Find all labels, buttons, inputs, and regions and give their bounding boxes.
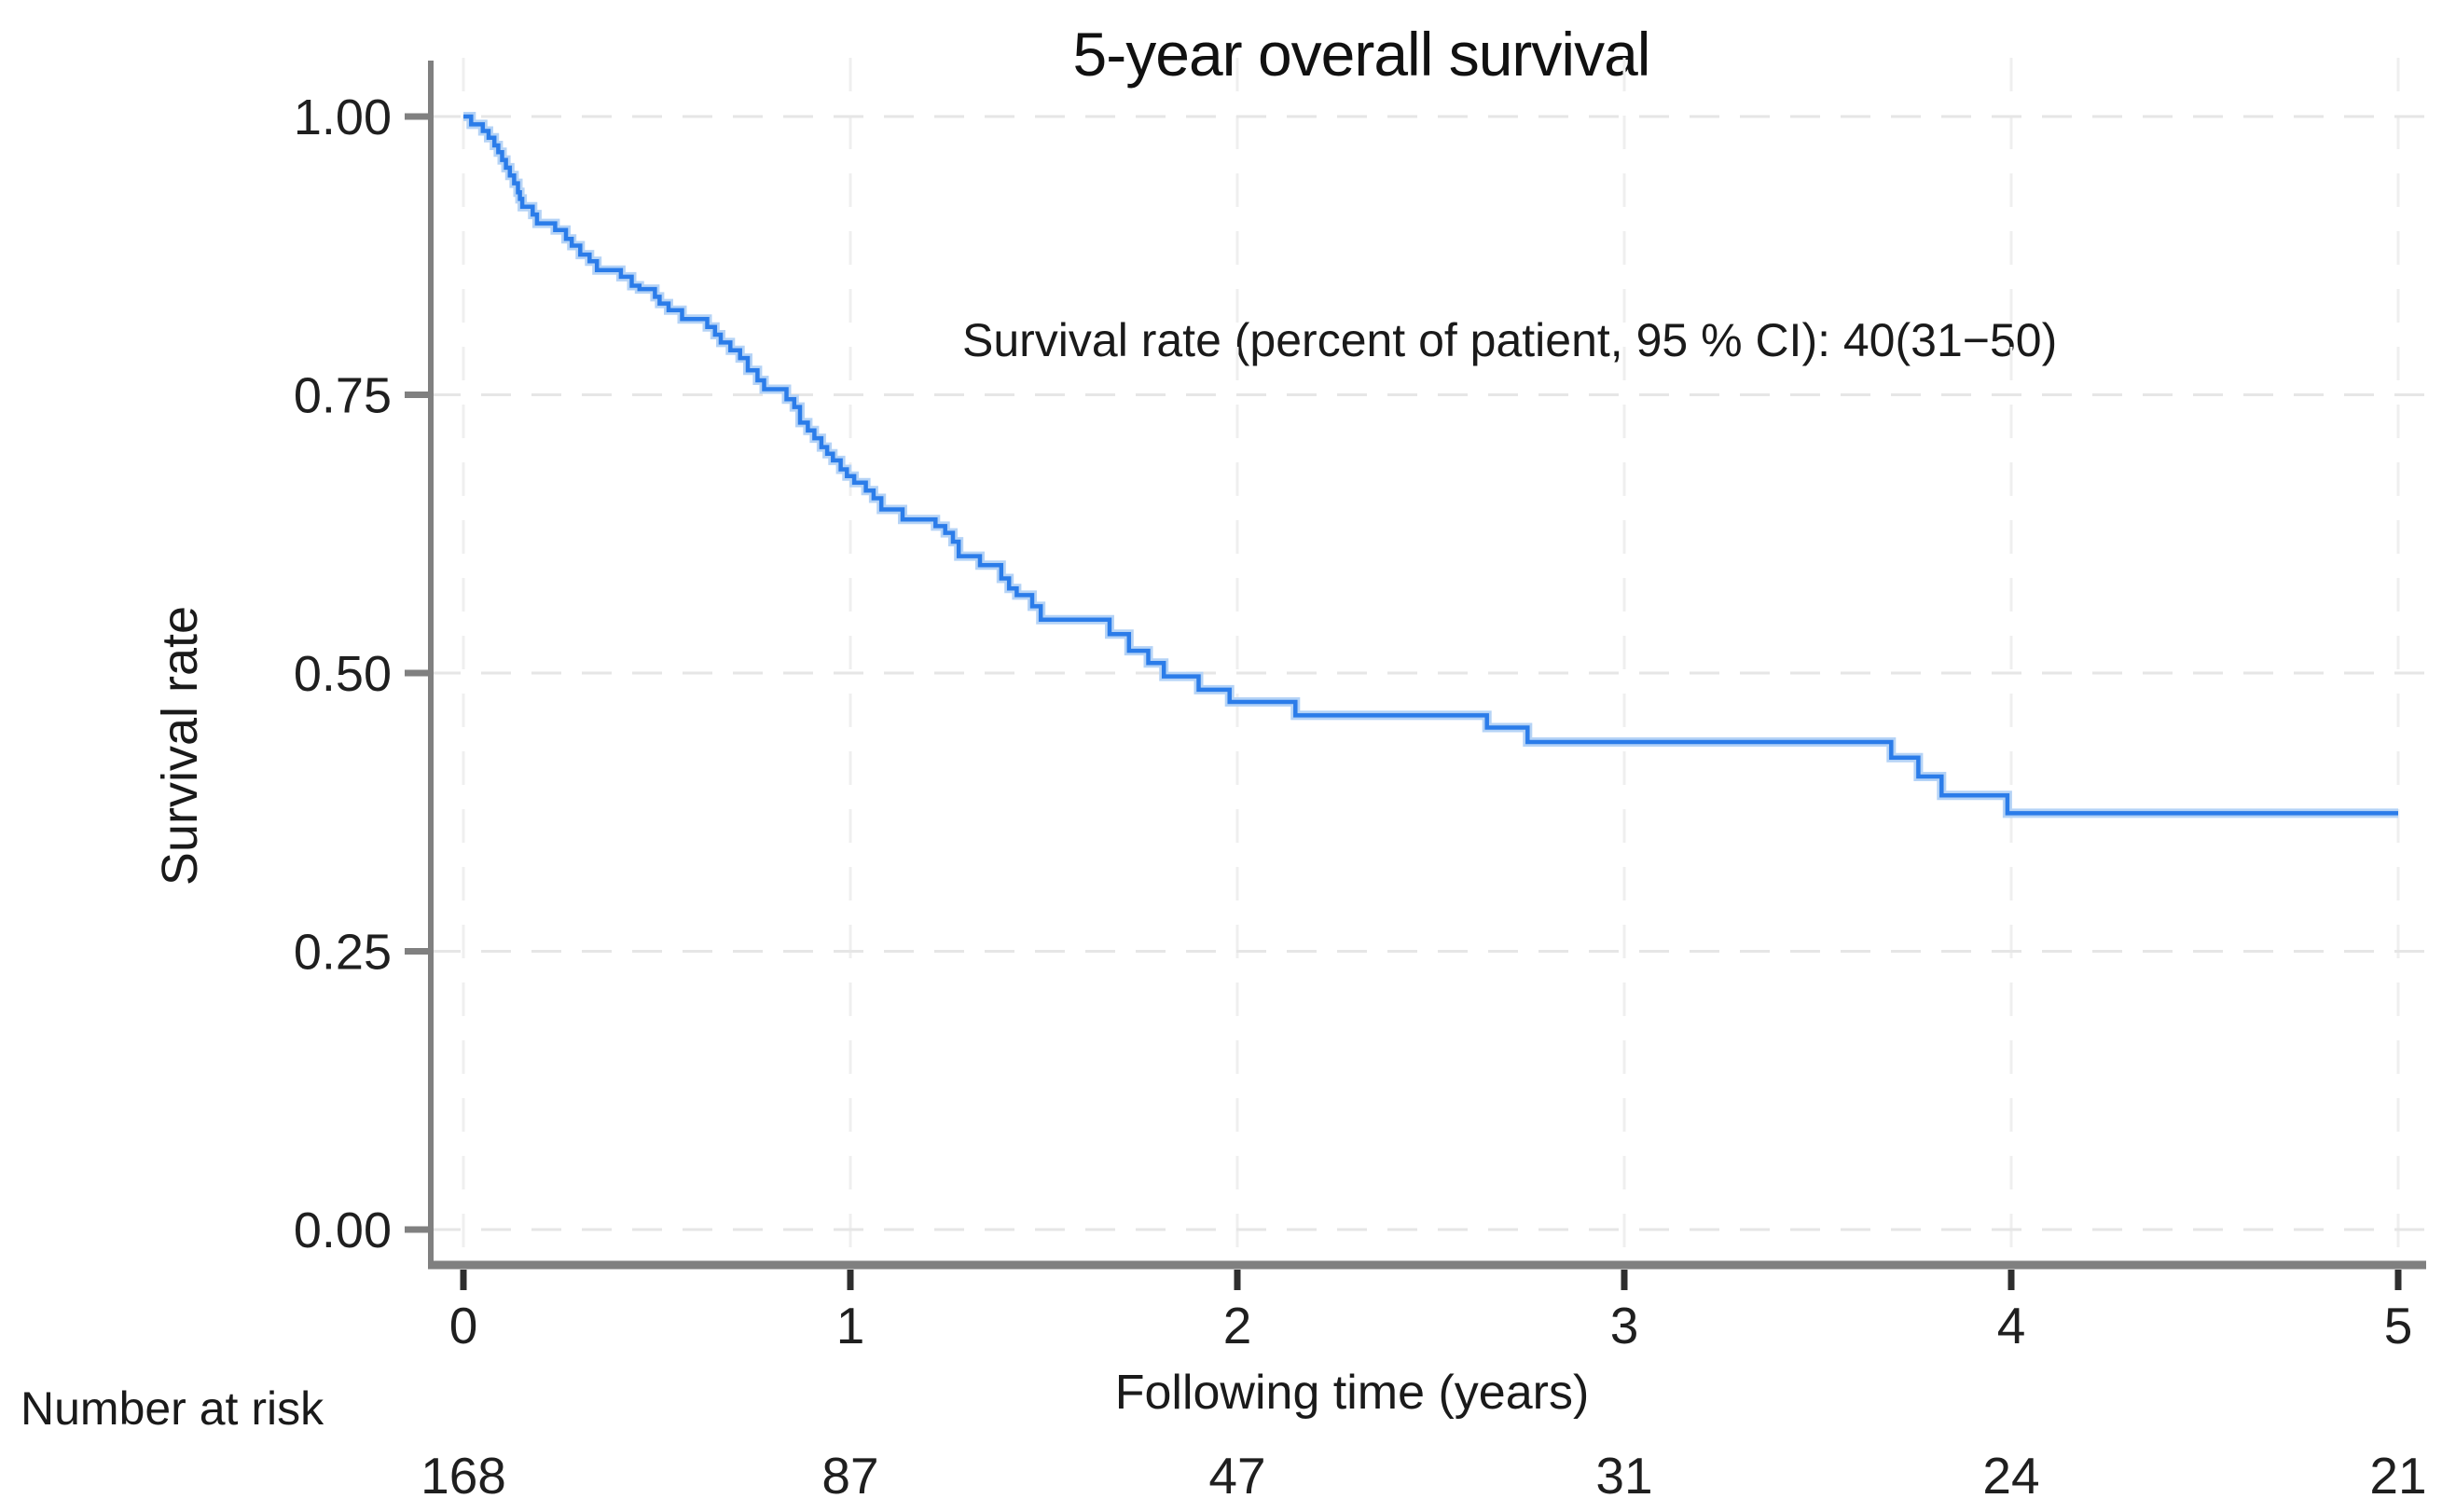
y-tick-label: 1.00 [294, 89, 392, 145]
risk-count: 87 [821, 1447, 878, 1505]
survival-curve [463, 112, 2398, 818]
x-tick-label: 0 [449, 1297, 478, 1354]
x-axis-title: Following time (years) [1114, 1366, 1590, 1420]
survival-curve-halo [463, 112, 2398, 818]
y-axis-ticks: 0.00 0.25 0.50 0.75 1.00 [294, 89, 431, 1258]
x-tick-label: 5 [2384, 1297, 2413, 1354]
x-tick-label: 4 [1997, 1297, 2026, 1354]
x-tick-label: 1 [836, 1297, 865, 1354]
x-tick-label: 3 [1610, 1297, 1639, 1354]
y-tick-label: 0.00 [294, 1203, 392, 1258]
survival-curve-line [463, 114, 2398, 816]
y-tick-label: 0.25 [294, 925, 392, 981]
x-axis-ticks: 0 1 2 3 4 5 [449, 1270, 2413, 1354]
number-at-risk-label: Number at risk [21, 1382, 324, 1435]
risk-count: 21 [2369, 1447, 2426, 1505]
risk-count: 31 [1595, 1447, 1652, 1505]
y-tick-label: 0.75 [294, 368, 392, 424]
risk-count: 47 [1208, 1447, 1265, 1505]
x-tick-label: 2 [1223, 1297, 1252, 1354]
gridlines [431, 58, 2426, 1261]
y-tick-label: 0.50 [294, 646, 392, 702]
risk-count: 168 [421, 1447, 506, 1505]
risk-counts-row: 168 87 47 31 24 21 [421, 1447, 2426, 1505]
risk-count: 24 [1982, 1447, 2039, 1505]
chart-title: 5-year overall survival [1072, 20, 1651, 89]
annotation-text: Survival rate (percent of patient, 95 % … [962, 314, 2058, 366]
axes [428, 61, 2426, 1270]
